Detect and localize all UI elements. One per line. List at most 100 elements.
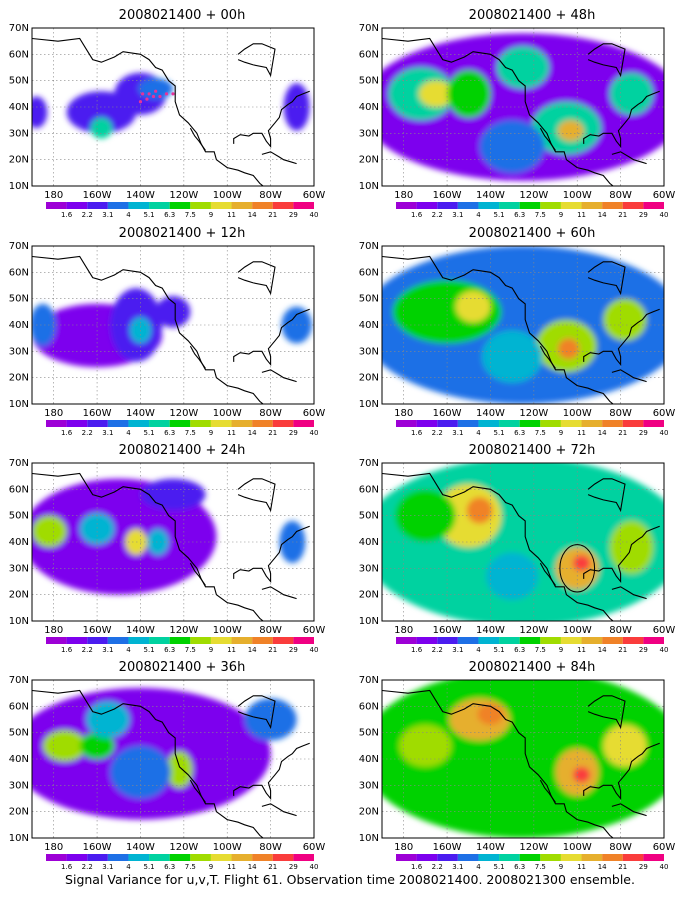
colorbar-label: 6.3	[514, 646, 525, 654]
variance-blob	[466, 497, 493, 524]
x-tick-label: 160W	[433, 408, 462, 419]
y-tick-label: 60N	[9, 484, 29, 495]
coastlines	[32, 689, 310, 838]
colorbar-swatch	[46, 202, 67, 209]
colorbar-label: 29	[289, 429, 298, 437]
variance-field	[32, 72, 310, 139]
colorbar-label: 9	[559, 863, 563, 871]
colorbar-swatch	[602, 637, 623, 644]
colorbar-swatch	[622, 420, 644, 427]
colorbar-swatch	[252, 854, 273, 861]
variance-blob	[418, 80, 454, 107]
y-tick-label: 70N	[9, 675, 29, 686]
heatmap-svg: 10N 20N 30N 40N 50N 60N 70N 180 160W 140W 120W 100W…	[359, 23, 676, 219]
colorbar-swatch	[190, 637, 211, 644]
colorbar-swatch	[210, 202, 232, 209]
colorbar-swatch	[643, 637, 664, 644]
y-tick-label: 20N	[9, 155, 29, 166]
dropsonde-markers	[138, 89, 175, 104]
colorbar-label: 40	[310, 429, 319, 437]
y-tick-label: 70N	[359, 675, 379, 686]
y-tick-label: 50N	[359, 511, 379, 522]
x-tick-label: 180	[44, 842, 63, 853]
colorbar-swatch	[457, 420, 479, 427]
panel-title: 2008021400 + 48h	[468, 8, 596, 23]
colorbar-swatch	[66, 202, 88, 209]
x-tick-label: 60W	[303, 408, 326, 419]
map-plot: 10N 20N 30N 40N 50N 60N 70N 180 160W 140W 120W 100W…	[359, 23, 682, 233]
plot-frame	[31, 679, 315, 839]
coastline	[587, 695, 626, 730]
colorbar-swatch	[128, 854, 150, 861]
colorbar-label: 3.1	[452, 429, 463, 437]
panel-title: 2008021400 + 72h	[468, 443, 596, 458]
colorbar-swatch	[396, 420, 417, 427]
colorbar-swatch	[478, 202, 500, 209]
map-plot: 10N 20N 30N 40N 50N 60N 70N 180 160W 140W 120W 100W…	[9, 23, 332, 233]
y-tick-label: 70N	[359, 241, 379, 252]
grid-lines	[32, 463, 314, 621]
colorbar-label: 4	[476, 646, 481, 654]
x-tick-label: 160W	[83, 842, 112, 853]
colorbar-swatch	[190, 202, 211, 209]
plot-frame	[31, 27, 315, 187]
figure-caption: Signal Variance for u,v,T. Flight 61. Ob…	[65, 872, 635, 887]
colorbar-swatch	[66, 420, 88, 427]
colorbar-swatch	[581, 637, 603, 644]
coastlines	[32, 472, 310, 621]
colorbar-swatch	[293, 420, 314, 427]
colorbar-swatch	[519, 202, 541, 209]
colorbar-label: 3.1	[452, 646, 463, 654]
variance-blob	[146, 528, 169, 556]
colorbar-label: 9	[559, 646, 563, 654]
y-tick-label: 30N	[9, 346, 29, 357]
variance-blob	[32, 303, 56, 347]
colorbar-label: 2.2	[82, 646, 93, 654]
x-tick-label: 140W	[476, 842, 505, 853]
coastline	[189, 779, 206, 803]
colorbar-swatch	[560, 202, 582, 209]
dropsonde-marker	[145, 97, 149, 101]
x-tick-label: 160W	[83, 625, 112, 636]
coastline	[261, 803, 297, 817]
heatmap-field	[32, 28, 314, 186]
colorbar-swatch	[169, 637, 191, 644]
colorbar-label: 21	[268, 646, 277, 654]
colorbar-swatch	[293, 854, 314, 861]
colorbar-swatch	[293, 637, 314, 644]
colorbar-swatch	[622, 854, 644, 861]
colorbar-label: 6.3	[164, 646, 175, 654]
colorbar-label: 6.3	[164, 211, 175, 219]
y-tick-label: 70N	[359, 23, 379, 34]
colorbar-label: 2.2	[82, 429, 93, 437]
grid-lines	[32, 28, 314, 186]
variance-blob	[477, 703, 504, 725]
colorbar-swatch	[457, 637, 479, 644]
colorbar-swatch	[519, 420, 541, 427]
y-tick-label: 40N	[9, 102, 29, 113]
y-tick-label: 10N	[9, 616, 29, 627]
coastline	[539, 127, 556, 151]
colorbar-label: 5.1	[144, 863, 155, 871]
variance-blob	[455, 290, 491, 323]
x-tick-label: 180	[44, 408, 63, 419]
colorbar-label: 40	[660, 429, 669, 437]
y-tick-label: 20N	[9, 590, 29, 601]
y-tick-label: 30N	[9, 780, 29, 791]
variance-blob	[557, 120, 584, 142]
panel-title: 2008021400 + 60h	[468, 226, 596, 241]
heatmap-svg: 10N 20N 30N 40N 50N 60N 70N 180 160W 140W 120W 100W…	[9, 241, 326, 437]
colorbar-label: 3.1	[102, 211, 113, 219]
colorbar-swatch	[540, 637, 561, 644]
colorbar-label: 9	[209, 211, 213, 219]
colorbar-label: 1.6	[411, 646, 423, 654]
colorbar-swatch	[540, 420, 561, 427]
x-tick-label: 80W	[259, 408, 282, 419]
x-tick-label: 60W	[653, 625, 676, 636]
y-tick-label: 50N	[9, 294, 29, 305]
variance-blob	[447, 70, 491, 118]
heatmap-field	[32, 680, 314, 838]
colorbar-swatch	[210, 420, 232, 427]
colorbar-swatch	[46, 854, 67, 861]
variance-blob	[155, 296, 191, 328]
